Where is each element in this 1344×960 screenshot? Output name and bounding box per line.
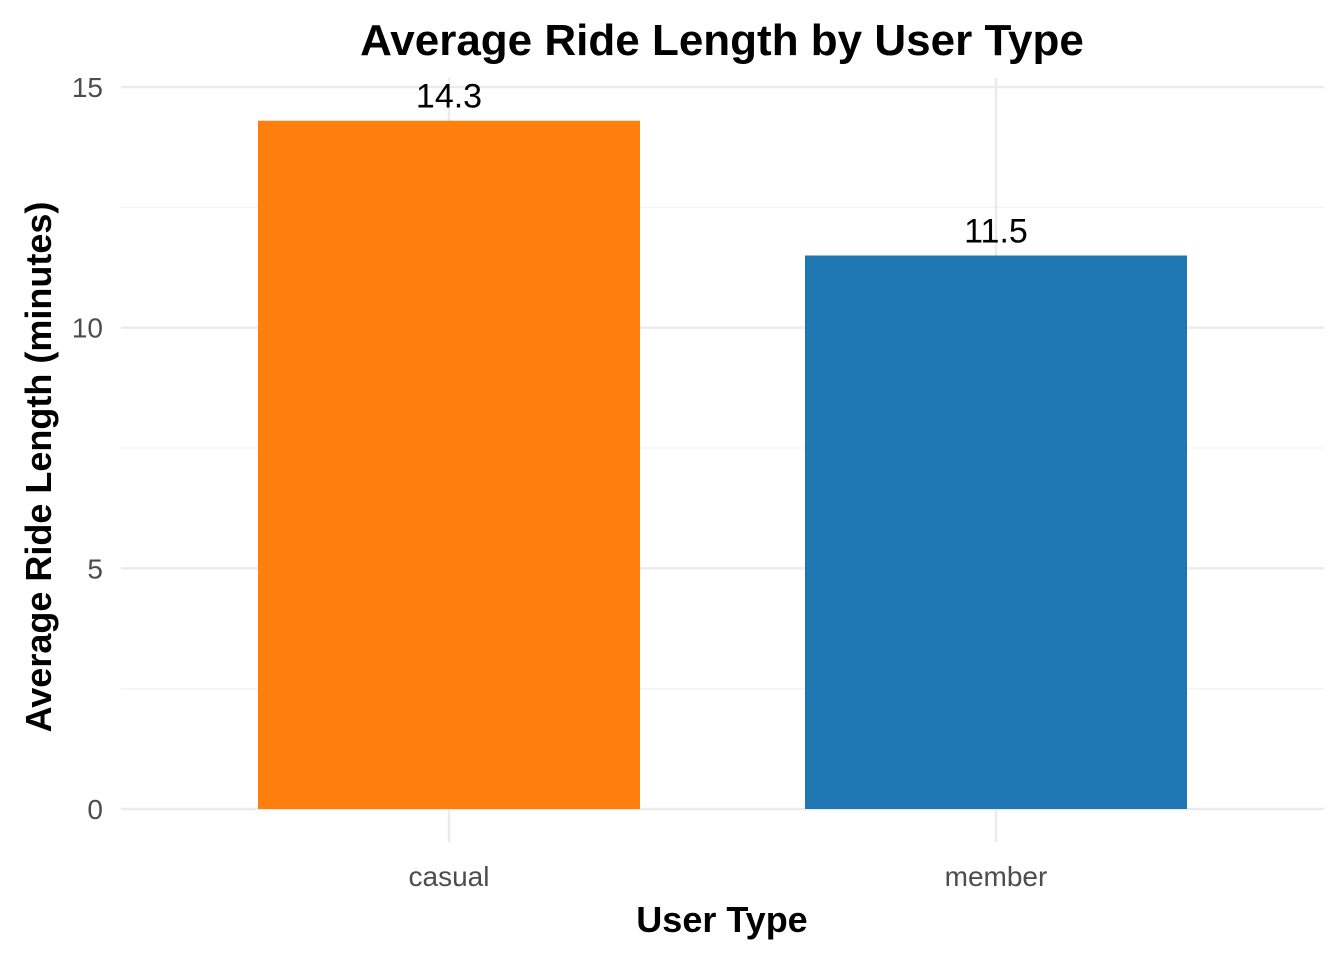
x-tick-label-casual: casual (409, 861, 490, 892)
y-axis-title: Average Ride Length (minutes) (18, 202, 59, 733)
bar-casual (258, 120, 640, 810)
y-axis-ticks: 0 5 10 15 (72, 72, 103, 825)
x-axis-title: User Type (636, 899, 807, 940)
y-tick-label: 10 (72, 313, 103, 344)
y-tick-label: 15 (72, 72, 103, 103)
data-label-member: 11.5 (964, 213, 1028, 251)
data-label-casual: 14.3 (416, 78, 482, 116)
x-axis-ticks: casual member (409, 861, 1048, 892)
x-tick-label-member: member (945, 861, 1048, 892)
y-tick-label: 0 (87, 794, 103, 825)
y-tick-label: 5 (87, 553, 103, 584)
chart-title: Average Ride Length by User Type (360, 16, 1084, 65)
data-labels: 14.3 11.5 (416, 78, 1028, 251)
bar-member (805, 255, 1187, 809)
bars (258, 120, 1187, 810)
